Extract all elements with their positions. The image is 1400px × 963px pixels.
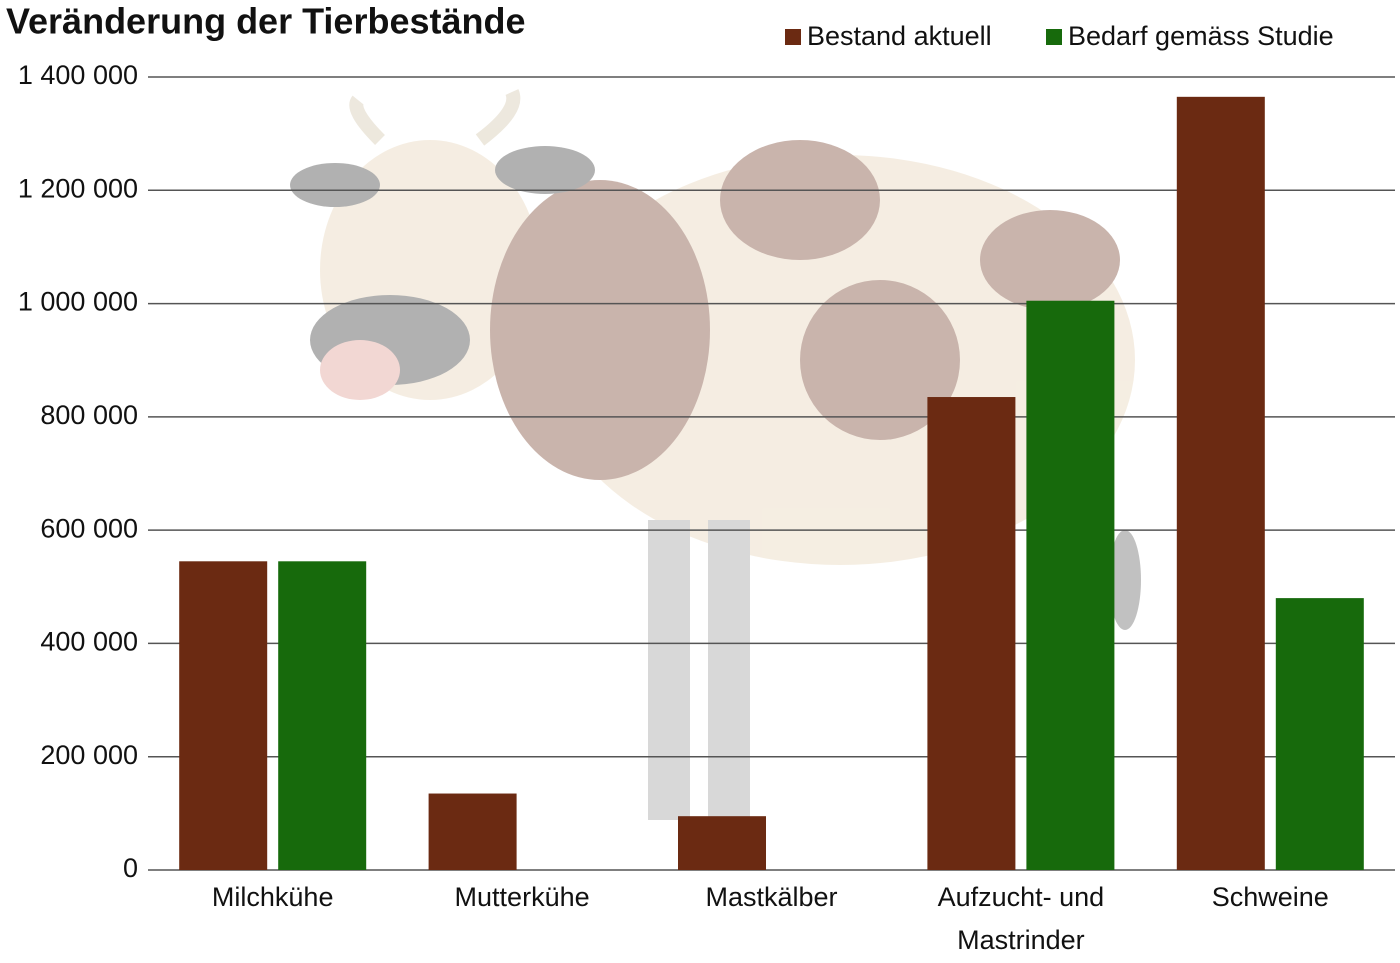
- y-tick-label: 400 000: [40, 627, 138, 657]
- y-tick-label: 0: [123, 853, 138, 883]
- bar: [1275, 598, 1364, 870]
- y-tick-label: 600 000: [40, 513, 138, 543]
- y-tick-label: 1 400 000: [18, 60, 138, 90]
- legend-swatch: [1046, 29, 1062, 45]
- chart-title: Veränderung der Tierbestände: [6, 1, 526, 42]
- legend-label: Bestand aktuell: [807, 21, 992, 51]
- bar: [927, 397, 1016, 870]
- bar: [1026, 300, 1115, 871]
- y-tick-label: 800 000: [40, 400, 138, 430]
- bar: [179, 561, 268, 870]
- bar: [428, 793, 517, 870]
- bar: [678, 816, 766, 870]
- x-tick-label: Mastkälber: [705, 882, 838, 912]
- x-tick-label: Milchkühe: [211, 882, 334, 912]
- bar: [1176, 96, 1265, 870]
- x-tick-label: Schweine: [1211, 882, 1329, 912]
- y-tick-label: 200 000: [40, 740, 138, 770]
- cow-illustration: [290, 89, 1141, 820]
- bar: [278, 561, 367, 870]
- y-tick-label: 1 000 000: [18, 287, 138, 317]
- legend-swatch: [785, 29, 801, 45]
- legend-label: Bedarf gemäss Studie: [1068, 21, 1334, 51]
- x-tick-label: Mutterkühe: [454, 882, 590, 912]
- x-tick-label: Aufzucht- und Mastrinder: [937, 882, 1105, 955]
- y-tick-label: 1 200 000: [18, 173, 138, 203]
